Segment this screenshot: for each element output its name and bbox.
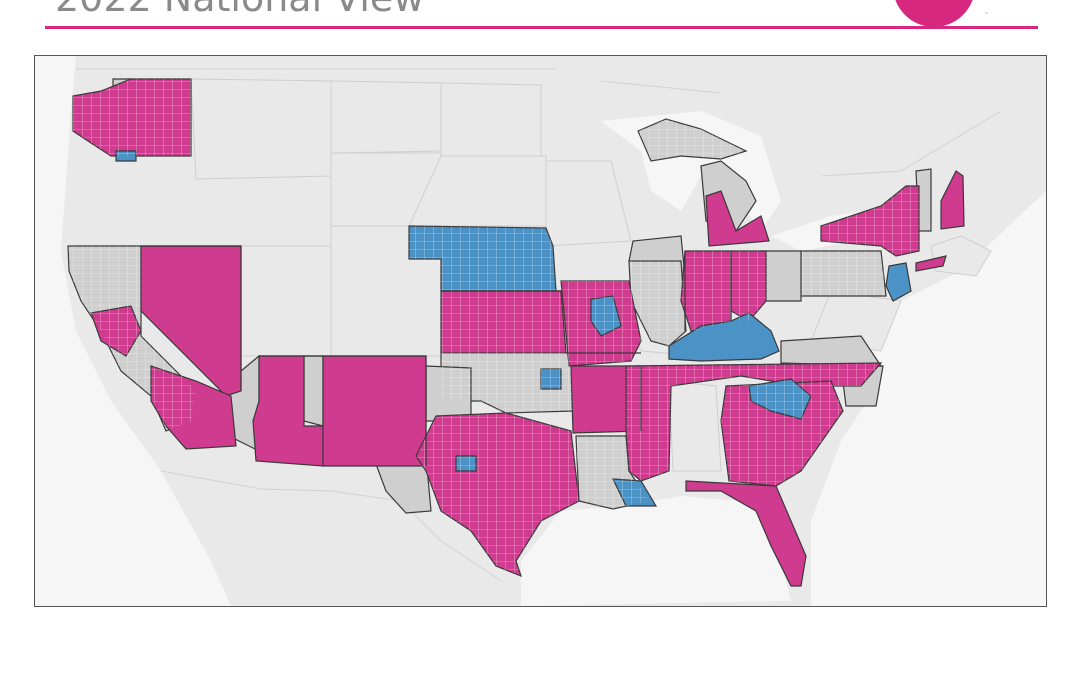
trademark-symbol: ™ — [984, 12, 989, 18]
michigan-lp-magenta — [705, 190, 770, 247]
virginia-gray — [780, 335, 883, 367]
map-frame[interactable] — [34, 55, 1047, 607]
mexico-border — [160, 470, 502, 582]
new-jersey-blue — [885, 262, 912, 302]
brand-logo — [893, 0, 975, 27]
nm-strip-gray — [303, 355, 324, 427]
atlantic-ocean — [811, 191, 1046, 606]
long-island-magenta — [915, 255, 947, 272]
uncolored-states — [190, 78, 992, 472]
pacific-ocean — [35, 56, 231, 606]
florida-magenta — [685, 480, 807, 587]
county-lines — [68, 79, 919, 576]
canada-border — [76, 68, 1002, 177]
ohio-east-gray — [760, 250, 802, 302]
title-underline — [45, 26, 1038, 29]
nh-magenta — [940, 170, 965, 230]
colorado-nm-magenta — [322, 355, 427, 467]
gulf-of-mexico — [521, 496, 791, 606]
us-county-map[interactable] — [35, 56, 1046, 606]
state-borders — [141, 245, 732, 466]
slide-title: 2022 National View — [55, 0, 424, 20]
